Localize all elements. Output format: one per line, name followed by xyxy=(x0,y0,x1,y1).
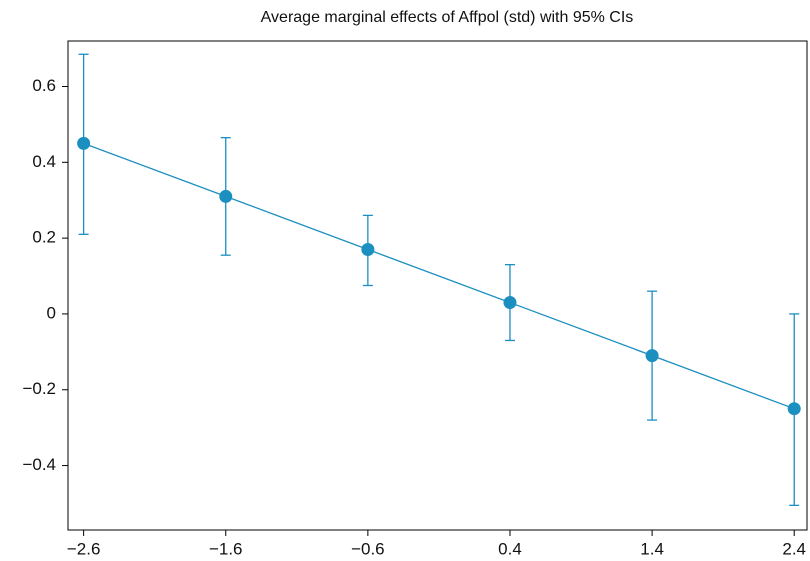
point xyxy=(219,189,233,203)
point xyxy=(361,242,375,256)
plot-frame xyxy=(67,40,808,531)
y-tick-label: 0.6 xyxy=(32,76,56,95)
x-tick-label: −1.6 xyxy=(209,539,243,558)
chart-title: Average marginal effects of Affpol (std)… xyxy=(261,9,634,26)
point xyxy=(787,402,801,416)
point xyxy=(77,136,91,150)
x-tick-label: 0.4 xyxy=(498,539,522,558)
x-tick-label: 1.4 xyxy=(640,539,664,558)
line xyxy=(83,142,795,410)
x-tick-label: −0.6 xyxy=(351,539,385,558)
point xyxy=(645,349,659,363)
y-tick-label: 0 xyxy=(47,303,56,322)
x-tick-label: 2.4 xyxy=(782,539,806,558)
point xyxy=(503,296,517,310)
y-tick-label: −0.4 xyxy=(22,455,56,474)
y-tick-label: −0.2 xyxy=(22,379,56,398)
x-tick-label: −2.6 xyxy=(67,539,101,558)
y-tick-label: 0.4 xyxy=(32,152,56,171)
y-tick-label: 0.2 xyxy=(32,228,56,247)
